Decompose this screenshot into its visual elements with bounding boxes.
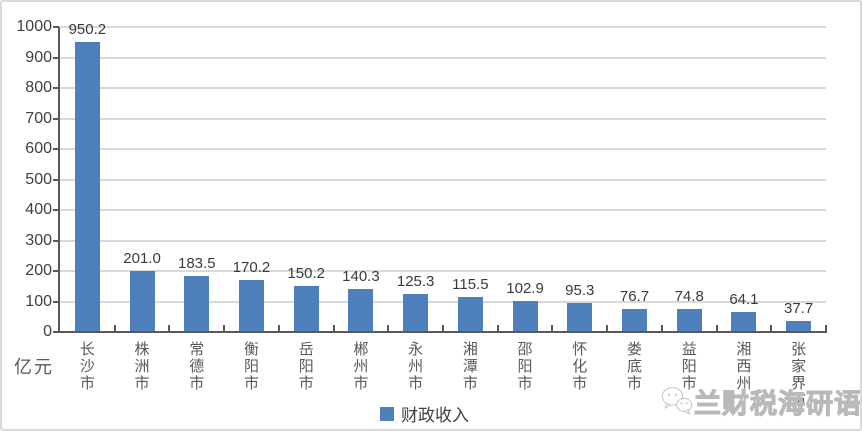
bar-value-label: 64.1 (729, 291, 759, 309)
legend: 财政收入 (380, 401, 469, 426)
category-label: 株洲市 (134, 342, 150, 392)
gridline (60, 148, 826, 150)
gridline (60, 178, 826, 181)
category-label: 湘潭市 (462, 342, 478, 392)
bar-value-label: 37.7 (784, 299, 814, 317)
wechat-icon (661, 387, 693, 415)
y-axis-tick (53, 178, 59, 181)
category-label: 娄底市 (626, 342, 642, 392)
y-tick-label: 500 (25, 170, 52, 188)
bar (74, 42, 100, 331)
category-label: 永州市 (408, 342, 424, 392)
watermark: 兰财税海研语 (660, 374, 862, 428)
y-tick-label: 800 (25, 79, 52, 96)
x-axis-tick (223, 325, 226, 331)
bar (512, 300, 538, 331)
y-axis-unit-label: 亿元 (14, 357, 54, 377)
bar (184, 276, 210, 331)
y-axis-tick (53, 148, 59, 150)
x-axis-tick (606, 325, 609, 331)
x-axis-tick (715, 325, 718, 331)
gridline (60, 87, 826, 89)
x-axis-tick (496, 325, 499, 331)
y-tick-label: 200 (25, 262, 52, 279)
y-axis-tick (53, 56, 59, 59)
bar (457, 296, 483, 331)
gridline (60, 209, 826, 211)
y-axis-tick (53, 300, 59, 303)
x-axis-tick (387, 325, 390, 331)
bar-value-label: 102.9 (506, 279, 544, 297)
bar (239, 280, 264, 331)
bar-value-label: 115.5 (452, 275, 489, 293)
x-axis-line (58, 331, 827, 333)
legend-marker (380, 406, 394, 421)
bar (567, 302, 593, 331)
category-label: 郴州市 (353, 342, 369, 392)
y-tick-label: 600 (25, 140, 52, 157)
y-tick-label: 300 (25, 231, 52, 249)
y-axis-tick (53, 270, 59, 272)
gridline (60, 56, 826, 59)
bar (348, 289, 374, 331)
x-axis-tick (277, 325, 280, 331)
category-label: 益阳市 (681, 342, 697, 392)
gridline (60, 26, 826, 28)
bar-value-label: 150.2 (287, 265, 325, 283)
category-label: 岳阳市 (298, 342, 314, 392)
y-axis-tick (53, 209, 59, 211)
gridline (60, 300, 826, 303)
category-label: 常德市 (189, 342, 205, 392)
bar-value-label: 125.3 (396, 272, 435, 290)
x-axis-tick (660, 325, 663, 331)
category-label: 邵阳市 (517, 342, 533, 392)
category-label: 衡阳市 (243, 342, 259, 392)
x-axis-tick (332, 325, 335, 331)
y-tick-label: 900 (25, 48, 52, 66)
y-tick-label: 700 (25, 109, 52, 127)
bar-value-label: 170.2 (232, 259, 271, 277)
bar (731, 312, 757, 331)
gridline (60, 239, 826, 242)
category-label: 湘西州 (736, 342, 752, 392)
y-axis-tick (53, 239, 59, 242)
bar-value-label: 95.3 (565, 281, 595, 299)
x-axis-tick (113, 325, 116, 331)
y-tick-label: 0 (43, 323, 52, 340)
category-label: 张家界市 (791, 342, 807, 409)
legend-label: 财政收入 (401, 406, 469, 425)
bar (129, 270, 155, 331)
category-label: 怀化市 (572, 342, 588, 392)
y-tick-label: 400 (25, 201, 52, 218)
watermark-text: 兰财税海研语 (693, 388, 862, 419)
y-axis-tick (53, 117, 59, 120)
bar-value-label: 76.7 (619, 287, 650, 305)
bar (293, 286, 319, 331)
bar-value-label: 950.2 (68, 21, 107, 39)
bar-value-label: 74.8 (674, 288, 704, 306)
bar-value-label: 201.0 (123, 249, 161, 267)
x-axis-tick (168, 325, 171, 331)
bar-value-label: 140.3 (342, 268, 380, 286)
bar-value-label: 183.5 (178, 255, 216, 273)
y-axis-tick (53, 331, 59, 333)
category-label: 长沙市 (79, 342, 95, 392)
y-axis-tick (53, 26, 59, 28)
bar (786, 320, 812, 331)
bar (676, 309, 702, 331)
y-tick-label: 1000 (16, 18, 52, 35)
y-axis-line (58, 27, 60, 333)
y-tick-label: 100 (25, 292, 52, 310)
gridline (60, 270, 826, 272)
bar (403, 293, 429, 331)
x-axis-tick (825, 325, 827, 331)
x-axis-tick (770, 325, 773, 331)
x-axis-tick (442, 325, 444, 331)
gridline (60, 117, 826, 120)
y-axis-tick (53, 87, 59, 89)
bar (622, 308, 647, 331)
x-axis-tick (551, 325, 554, 331)
